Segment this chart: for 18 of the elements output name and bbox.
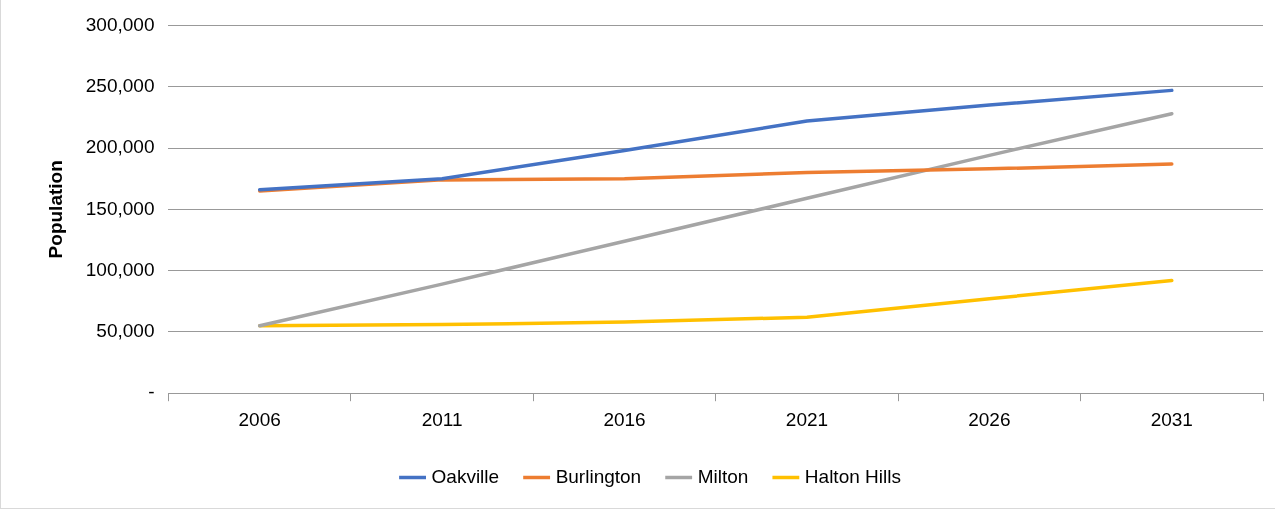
- y-tick-label: 150,000: [85, 197, 155, 219]
- legend-label: Oakville: [431, 465, 500, 487]
- x-tick-label: 2026: [968, 408, 1011, 430]
- x-tick-label: 2006: [238, 408, 281, 430]
- y-tick-label: 50,000: [96, 320, 155, 342]
- x-tick-label: 2016: [603, 408, 646, 430]
- y-tick-label: -: [148, 381, 155, 403]
- legend-label: Halton Hills: [804, 465, 901, 487]
- x-tick-label: 2011: [421, 408, 463, 430]
- y-axis-title: Population: [44, 160, 66, 259]
- x-tick-label: 2021: [785, 408, 829, 430]
- x-tick-label: 2031: [1150, 408, 1193, 430]
- legend-label: Milton: [697, 465, 749, 487]
- legend-label: Burlington: [555, 465, 642, 487]
- y-tick-label: 100,000: [85, 258, 155, 280]
- y-tick-label: 250,000: [85, 74, 155, 96]
- y-tick-label: 200,000: [85, 136, 155, 158]
- y-tick-label: 300,000: [85, 13, 155, 35]
